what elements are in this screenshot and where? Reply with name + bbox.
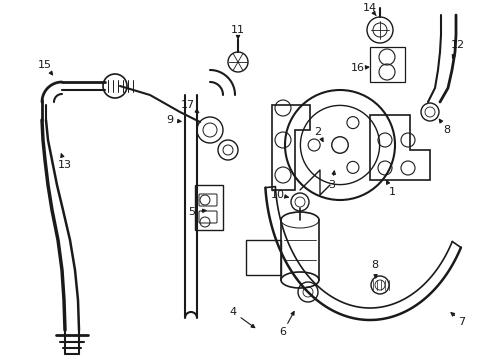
Text: 8: 8 <box>443 125 449 135</box>
Text: 9: 9 <box>166 115 173 125</box>
Text: 11: 11 <box>230 25 244 35</box>
Text: 12: 12 <box>450 40 464 50</box>
Text: 4: 4 <box>229 307 236 317</box>
Text: 7: 7 <box>458 317 465 327</box>
Text: 13: 13 <box>58 160 72 170</box>
Text: 5: 5 <box>188 207 195 217</box>
Text: 17: 17 <box>181 100 195 110</box>
Text: 6: 6 <box>279 327 286 337</box>
Text: 2: 2 <box>314 127 321 137</box>
Text: 10: 10 <box>270 190 285 200</box>
Text: 1: 1 <box>387 187 395 197</box>
Text: 8: 8 <box>371 260 378 270</box>
Text: 14: 14 <box>362 3 376 13</box>
Text: 16: 16 <box>350 63 364 73</box>
Text: 15: 15 <box>38 60 52 70</box>
Text: 3: 3 <box>328 180 335 190</box>
